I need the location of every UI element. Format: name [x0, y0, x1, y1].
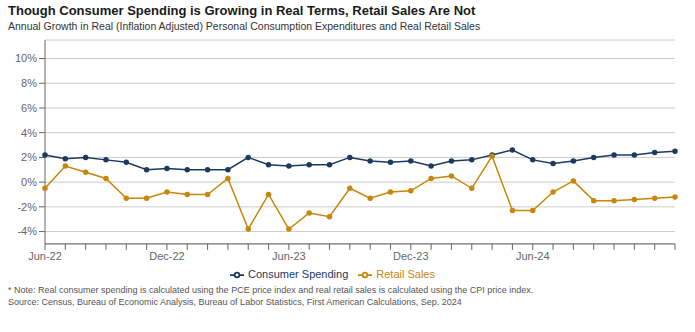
svg-text:-2%: -2% [17, 201, 37, 213]
svg-text:Dec-22: Dec-22 [149, 250, 184, 262]
svg-text:10%: 10% [15, 52, 37, 64]
svg-text:0%: 0% [21, 176, 37, 188]
svg-text:4%: 4% [21, 127, 37, 139]
html-text:* Note: Real consumer spending: * Note: Real consumer spending is calcul… [8, 285, 534, 307]
html-text:Though Consumer Spending is Gr: Though Consumer Spending is Growing in R… [8, 3, 476, 18]
svg-text:Jun-24: Jun-24 [516, 250, 550, 262]
svg-text:Dec-23: Dec-23 [393, 250, 428, 262]
svg-text:2%: 2% [21, 151, 37, 163]
svg-text:6%: 6% [21, 102, 37, 114]
svg-text:Jun-23: Jun-23 [272, 250, 306, 262]
svg-text:-4%: -4% [17, 225, 37, 237]
html-text:Consumer Spending: Consumer Spending [248, 267, 349, 280]
html-text:Annual Growth in Real (Inflati: Annual Growth in Real (Inflation Adjuste… [8, 20, 481, 32]
html-text:Retail Sales: Retail Sales [376, 267, 435, 280]
svg-text:Jun-22: Jun-22 [28, 250, 62, 262]
svg-text:8%: 8% [21, 77, 37, 89]
